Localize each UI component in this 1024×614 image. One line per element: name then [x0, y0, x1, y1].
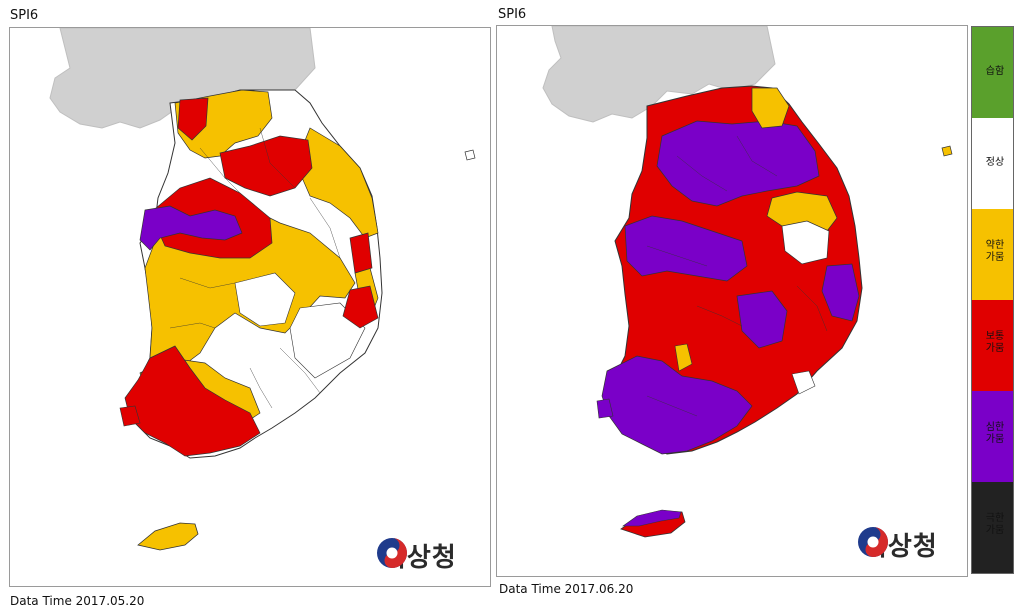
legend-label-severe-drought: 심한 가뭄 [985, 422, 1005, 445]
right-map-frame: 기상청 [496, 25, 968, 577]
legend-label-wet: 습함 [985, 66, 1005, 77]
right-zone-purple-north [656, 120, 820, 207]
right-zone-purple-island [596, 398, 614, 419]
right-kma-logo: 기상청 [857, 526, 938, 563]
legend-swatch-normal [972, 118, 1013, 209]
left-zone-red-1 [177, 97, 209, 141]
legend-label-mild-drought: 약한 가뭄 [985, 240, 1005, 263]
left-zone-white-2 [289, 302, 366, 379]
left-map-frame: 기상청 [9, 27, 491, 587]
legend-swatch-severe-drought [972, 391, 1013, 482]
left-zone-red-2 [219, 135, 313, 197]
right-zone-yellow-small [674, 343, 693, 372]
legend-swatch-wet [972, 27, 1013, 118]
legend-swatch-moderate-drought [972, 300, 1013, 391]
left-zone-white-1 [234, 272, 296, 327]
right-map-svg [542, 26, 953, 538]
legend-label-moderate-drought: 보통 가뭄 [985, 331, 1005, 354]
left-map-svg [49, 28, 476, 551]
legend-swatch-mild-drought [972, 209, 1013, 300]
legend-colorbar [971, 26, 1014, 574]
right-zone-purple-west [624, 215, 748, 282]
right-zone-purple-south [601, 355, 753, 455]
left-zone-purple [139, 205, 243, 251]
legend-label-normal: 정상 [985, 157, 1005, 168]
right-zone-white-southeast [791, 370, 816, 395]
right-neighbor-island [941, 145, 953, 157]
left-zone-red-southeast [342, 285, 379, 329]
right-map-title: SPI6 [498, 7, 527, 22]
right-jeju-purple-part [622, 509, 682, 527]
left-data-time: Data Time 2017.05.20 [10, 594, 145, 608]
left-neighbor-island [464, 149, 476, 161]
left-kma-logo: 기상청 [376, 537, 457, 574]
left-zone-red-southwest-island [119, 405, 141, 427]
right-zone-purple-center [736, 290, 788, 349]
right-zone-yellow-north [751, 87, 790, 129]
right-data-time: Data Time 2017.06.20 [499, 582, 634, 596]
left-zone-red-east [349, 232, 373, 274]
legend-swatch-extreme-drought [972, 482, 1013, 573]
right-kma-emblem-icon [858, 527, 888, 557]
left-map-title: SPI6 [10, 8, 39, 23]
legend-label-extreme-drought: 극한 가뭄 [985, 513, 1005, 536]
left-district-lines [169, 127, 341, 409]
right-district-lines [646, 135, 828, 417]
left-jeju [137, 522, 199, 551]
right-zone-white-center [781, 220, 830, 265]
right-neighbor-land [542, 26, 776, 123]
left-kma-emblem-icon [377, 538, 407, 568]
right-zone-purple-east [821, 263, 860, 322]
